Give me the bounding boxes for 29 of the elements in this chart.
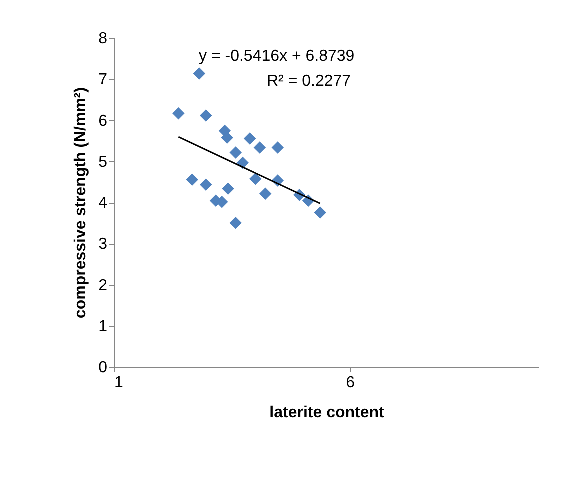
annotation: y = -0.5416x + 6.8739 bbox=[199, 48, 355, 66]
point bbox=[259, 188, 272, 200]
point bbox=[230, 216, 242, 230]
point bbox=[236, 156, 250, 170]
y-axis-title: compressive strength (N/mm²) bbox=[72, 87, 90, 319]
annotation: R² = 0.2277 bbox=[267, 72, 352, 90]
y-tick-label: 6 bbox=[98, 112, 108, 130]
y-tick-label: 7 bbox=[98, 72, 108, 89]
x-axis-title: laterite content bbox=[270, 404, 386, 422]
point bbox=[200, 178, 212, 191]
y-tick-label: 2 bbox=[98, 277, 108, 294]
y-tick-label: 8 bbox=[98, 30, 108, 48]
point bbox=[186, 174, 199, 186]
y-tick-label: 5 bbox=[98, 154, 108, 171]
y-tick-label: 1 bbox=[98, 318, 108, 336]
y-tick-label: 4 bbox=[98, 195, 108, 212]
point bbox=[222, 182, 234, 196]
point bbox=[314, 206, 326, 219]
point bbox=[250, 172, 262, 186]
point bbox=[172, 108, 185, 120]
point bbox=[221, 132, 234, 144]
point bbox=[244, 132, 256, 145]
point bbox=[230, 146, 242, 159]
y-tick-label: 3 bbox=[98, 236, 108, 254]
point bbox=[200, 110, 212, 122]
point bbox=[254, 142, 266, 154]
y-tick-label: 0 bbox=[98, 360, 108, 376]
point bbox=[193, 68, 206, 80]
point bbox=[272, 142, 284, 154]
